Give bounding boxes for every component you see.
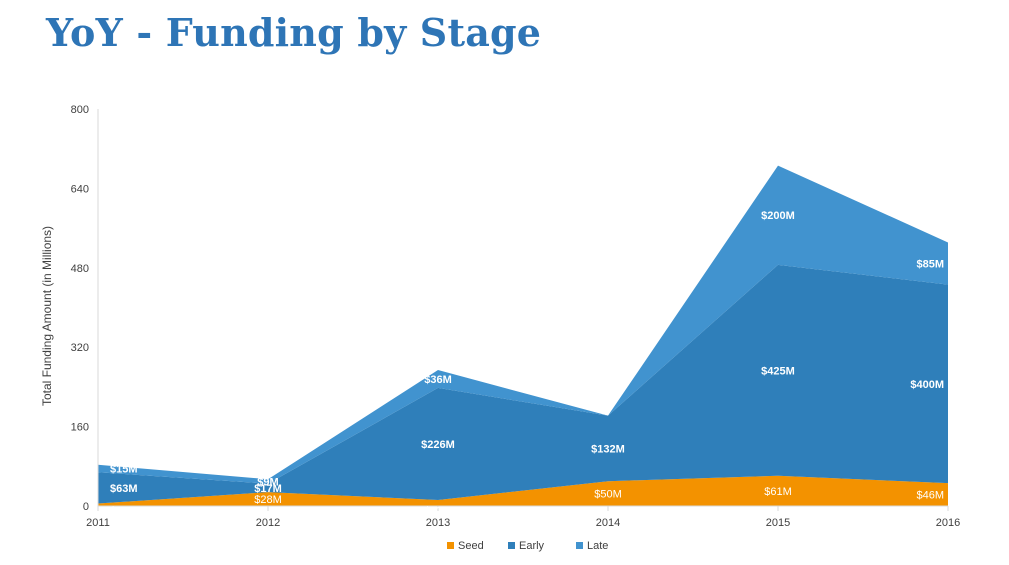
legend-label-late: Late [587, 540, 608, 552]
data-label-early: $400M [910, 379, 944, 391]
data-label-late: $36M [424, 374, 452, 386]
x-tick-label: 2011 [86, 517, 110, 529]
y-tick-label: 640 [71, 183, 89, 195]
y-axis-title: Total Funding Amount (in Millions) [40, 226, 54, 406]
data-label-seed: $46M [916, 490, 944, 502]
area-early [98, 264, 948, 504]
area-late [98, 165, 948, 484]
x-tick-label: 2015 [766, 517, 790, 529]
y-tick-label: 320 [71, 342, 89, 354]
data-label-early: $226M [421, 439, 455, 451]
data-labels-group: $5M $28M $12M $50M $61M $46M $63M $17M $226M $132… [110, 210, 944, 517]
legend-swatch-late [576, 542, 583, 549]
data-label-seed: $61M [764, 486, 792, 498]
x-tick-label: 2016 [936, 517, 960, 529]
y-tick-label: 480 [71, 263, 89, 275]
data-label-late: $200M [761, 210, 795, 222]
y-tick-label: 800 [71, 104, 89, 116]
legend: Seed Early Late [447, 540, 608, 552]
y-tick-label: 160 [71, 422, 89, 434]
data-label-late: $9M [257, 476, 278, 488]
axes-group: 0 160 320 480 640 800 2011 2012 2013 2014 2015 2016 [71, 104, 961, 529]
chart-title: YoY - Funding by Stage [46, 10, 542, 55]
data-label-early: $63M [110, 483, 138, 495]
data-label-early: $132M [591, 443, 625, 455]
x-tick-label: 2014 [596, 517, 620, 529]
data-label-late: $15M [110, 464, 138, 476]
area-series-group [98, 165, 948, 506]
area-seed [98, 475, 948, 506]
x-tick-label: 2013 [426, 517, 450, 529]
data-label-seed: $28M [254, 494, 282, 506]
data-label-seed: $5M [110, 505, 131, 517]
data-label-early: $17M [254, 483, 282, 495]
data-label-seed: $12M [424, 505, 452, 517]
data-label-early: $425M [761, 365, 795, 377]
data-label-late: $85M [916, 259, 944, 271]
legend-swatch-seed [447, 542, 454, 549]
y-tick-label: 0 [83, 501, 89, 513]
data-label-seed: $50M [594, 489, 622, 501]
x-tick-label: 2012 [256, 517, 280, 529]
legend-label-seed: Seed [458, 540, 484, 552]
legend-swatch-early [508, 542, 515, 549]
legend-label-early: Early [519, 540, 545, 552]
